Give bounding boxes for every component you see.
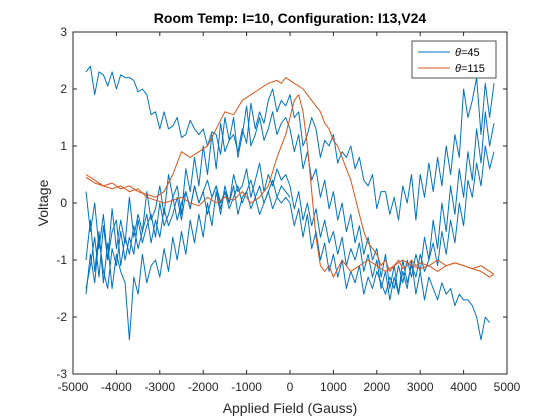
- legend-label-theta-115: θ=115: [455, 63, 485, 75]
- series-theta-115-line-1: [85, 94, 495, 278]
- x-tick-label: -4000: [101, 380, 132, 394]
- legend-label-theta-45: θ=45: [455, 47, 480, 59]
- x-axis-label: Applied Field (Gauss): [223, 400, 358, 416]
- x-tick-label: 0: [287, 380, 294, 394]
- series-theta-45-line-2: [85, 105, 291, 289]
- series-theta-45-line-1: [285, 77, 495, 221]
- y-tick-label: 1: [60, 139, 67, 153]
- x-tick-label: -1000: [231, 380, 262, 394]
- series-theta-45-line-8: [85, 179, 291, 267]
- x-axis-ticks: -5000 -4000 -3000 -2000 -1000 0 1000 2000 3000 40…: [58, 32, 521, 394]
- y-tick-label: -2: [56, 310, 67, 324]
- y-axis-ticks: -3 -2 -1 0 1 2 3: [56, 25, 507, 381]
- series-layer: [85, 65, 495, 341]
- series-theta-45-line-0: [85, 65, 287, 155]
- legend: θ=45 θ=115: [411, 40, 497, 79]
- x-tick-label: -3000: [144, 380, 175, 394]
- y-tick-label: 3: [60, 25, 67, 39]
- y-axis-label: Voltage: [35, 179, 51, 226]
- y-tick-label: -3: [56, 367, 67, 381]
- series-theta-45-line-7: [289, 111, 495, 295]
- x-tick-label: 4000: [450, 380, 477, 394]
- y-tick-label: 2: [60, 82, 67, 96]
- series-theta-115-line-0: [85, 77, 495, 278]
- x-tick-label: 1000: [320, 380, 347, 394]
- x-tick-label: 3000: [407, 380, 434, 394]
- legend-box: [411, 40, 497, 79]
- series-theta-45-line-4: [85, 162, 291, 341]
- chart-title: Room Temp: I=10, Configuration: I13,V24: [154, 10, 427, 26]
- y-tick-label: -1: [56, 253, 67, 267]
- x-tick-label: -2000: [188, 380, 219, 394]
- series-theta-45-line-5: [289, 145, 495, 301]
- x-tick-label: -5000: [58, 380, 89, 394]
- x-tick-label: 2000: [363, 380, 390, 394]
- y-tick-label: 0: [60, 196, 67, 210]
- x-tick-label: 5000: [494, 380, 521, 394]
- series-theta-45-line-3: [289, 128, 490, 341]
